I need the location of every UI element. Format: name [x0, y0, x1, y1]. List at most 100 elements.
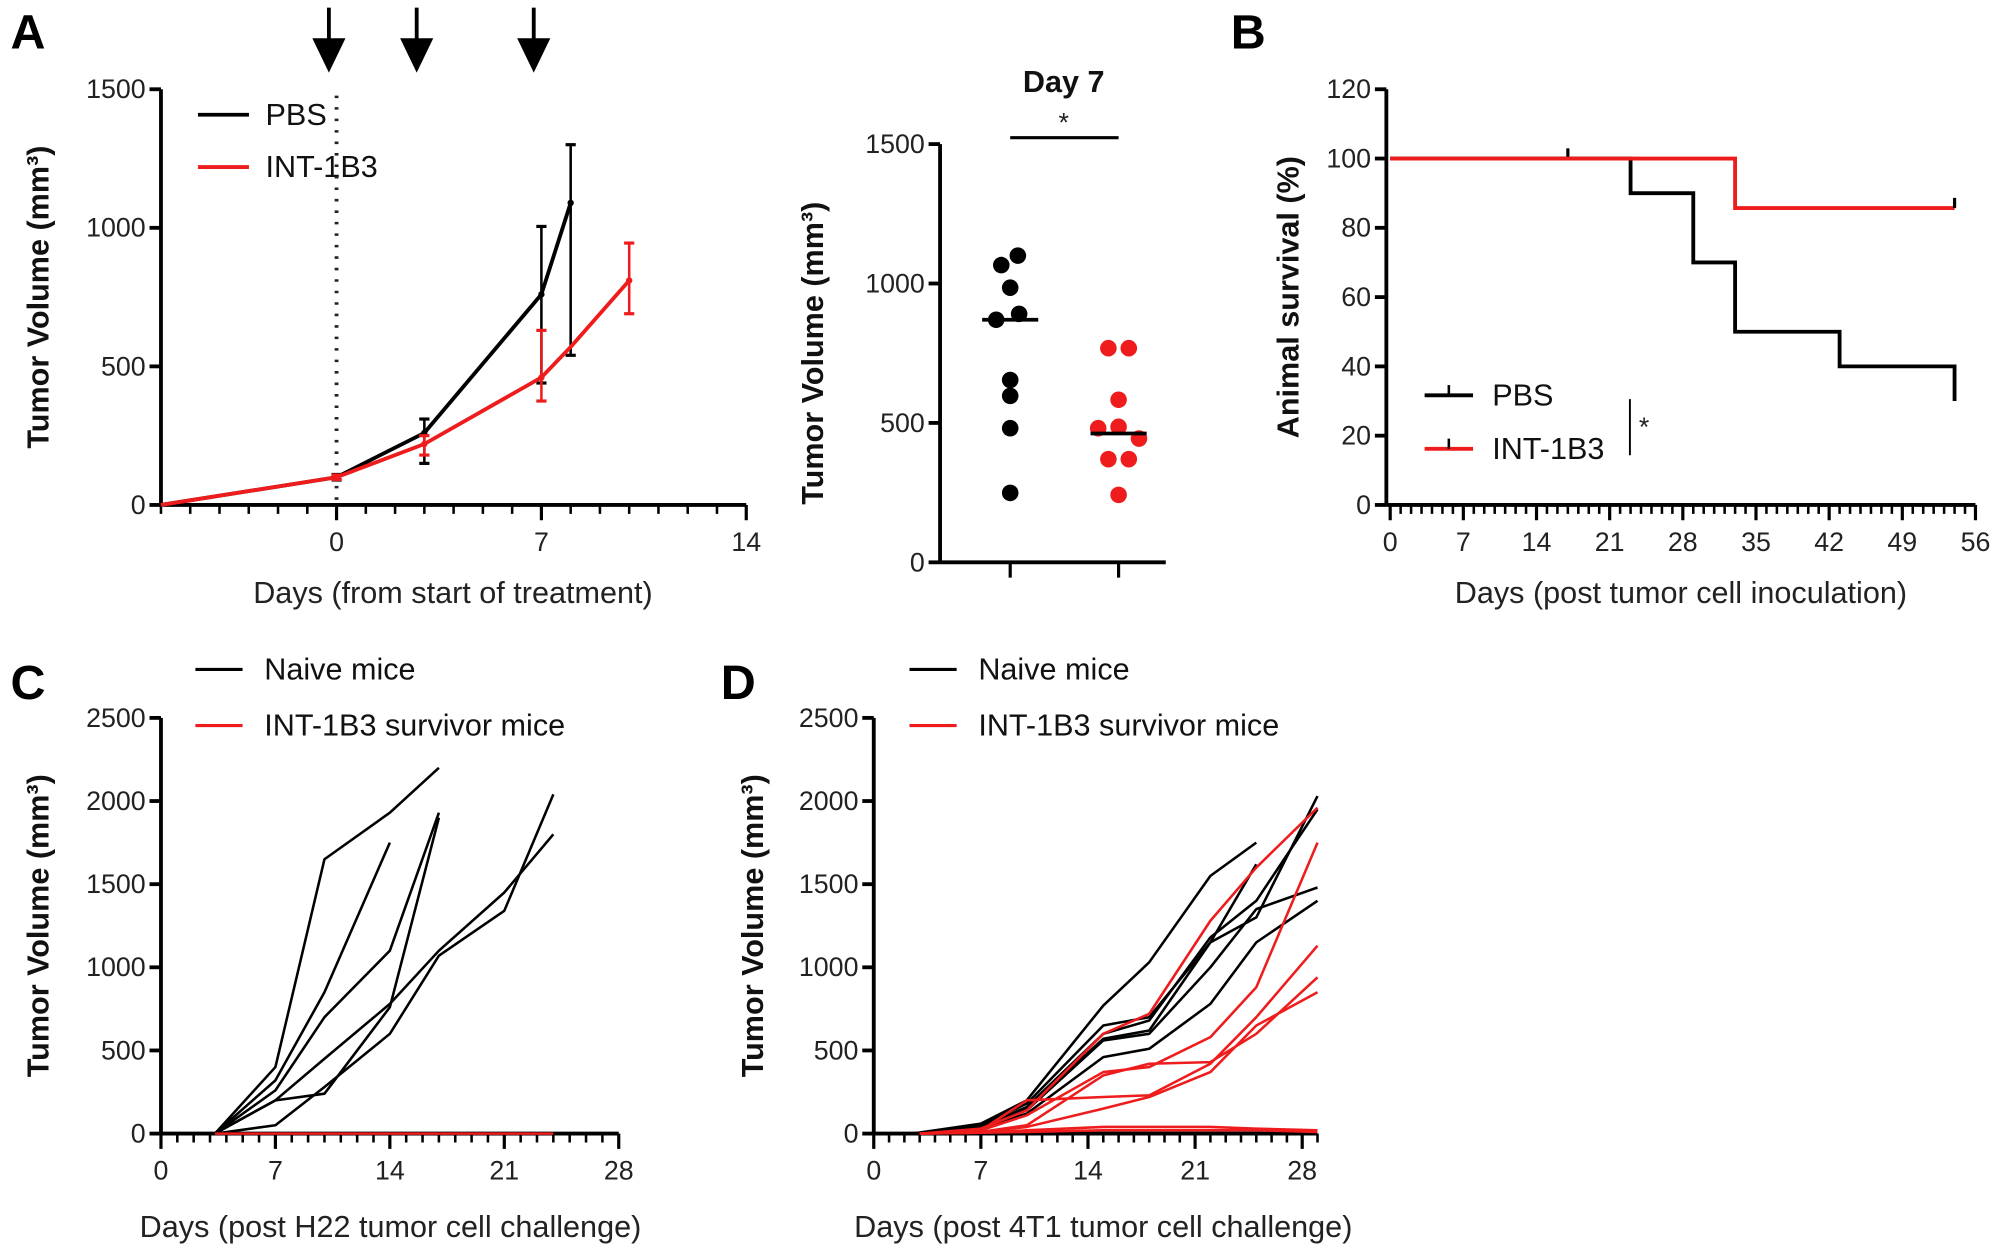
a-growth-x-tick-label: 0 [329, 527, 344, 557]
a-growth-point-int1b3 [333, 474, 340, 481]
b-y-tick-label: 80 [1341, 213, 1371, 243]
d-x-tick-label: 7 [973, 1155, 988, 1185]
c-growth-line-naive [213, 766, 440, 1135]
c-legend-survivor-label: INT-1B3 survivor mice [264, 709, 565, 743]
d-x-tick-label: 28 [1287, 1155, 1317, 1185]
d-x-tick-label: 21 [1180, 1155, 1210, 1185]
b-y-tick-label: 40 [1341, 351, 1371, 381]
panel-label-d: D [721, 656, 756, 710]
a-growth-y-tick-label: 500 [101, 351, 146, 381]
b-y-tick-label: 0 [1356, 490, 1371, 520]
b-y-tick-label: 20 [1341, 421, 1371, 451]
d-y-tick-label: 1000 [799, 952, 859, 982]
b-x-tick-label: 7 [1456, 527, 1471, 557]
d-growth-line-naive [911, 795, 1319, 1135]
a-day7-y-tick-label: 1500 [865, 129, 925, 159]
a-day7-dot-int1b3 [1100, 450, 1117, 468]
b-legend-pbs-label: PBS [1492, 378, 1553, 412]
a-day7-dot-int1b3 [1110, 486, 1127, 504]
b-significance: * [1639, 412, 1649, 442]
d-y-tick-label: 500 [814, 1035, 859, 1065]
a-legend-pbs-label: PBS [266, 98, 327, 132]
panel-label-c: C [11, 656, 46, 710]
d-y-tick-label: 2000 [799, 786, 859, 816]
d-growth-line-survivor [919, 944, 1319, 1135]
b-x-tick-label: 56 [1961, 527, 1991, 557]
a-growth-y-tick-label: 1000 [86, 213, 146, 243]
d-y-tick-label: 2500 [799, 703, 859, 733]
a-day7-dot-pbs [1009, 247, 1027, 264]
d-growth-line-survivor [919, 1128, 1318, 1135]
c-y-tick-label: 2000 [86, 786, 146, 816]
d-y-tick-label: 0 [844, 1119, 859, 1149]
b-legend-int1b3-label: INT-1B3 [1492, 432, 1604, 466]
c-x-tick-label: 7 [268, 1155, 283, 1185]
a-growth-x-tick-label: 7 [534, 527, 549, 557]
a-growth-xlabel: Days (from start of treatment) [253, 576, 653, 610]
a-growth-y-tick-label: 1500 [86, 74, 146, 104]
c-x-tick-label: 14 [375, 1155, 405, 1185]
c-x-tick-label: 28 [604, 1155, 634, 1185]
a-day7-dot-int1b3 [1110, 418, 1127, 436]
a-day7-dot-pbs [1001, 371, 1019, 389]
a-day7-dot-pbs [1001, 279, 1019, 296]
b-x-tick-label: 28 [1668, 527, 1698, 557]
a-growth-line-int1b3 [160, 279, 631, 507]
b-x-tick-label: 35 [1741, 527, 1771, 557]
d-growth-line-naive [911, 808, 1319, 1135]
a-growth-point-pbs [538, 291, 545, 298]
a-growth-point-pbs [567, 199, 574, 207]
c-growth-line-naive [214, 833, 555, 1135]
a-day7-y-tick-label: 1000 [865, 268, 925, 298]
b-x-tick-label: 0 [1383, 527, 1398, 557]
d-growth-line-survivor [919, 806, 1319, 1135]
c-x-tick-label: 0 [154, 1155, 169, 1185]
treatment-arrow-head-icon [400, 38, 434, 73]
d-y-tick-label: 1500 [799, 869, 859, 899]
c-y-tick-label: 0 [131, 1119, 146, 1149]
b-survival-curve-pbs [1390, 156, 1957, 402]
panel-label-b: B [1231, 5, 1266, 59]
a-day7-dot-int1b3 [1100, 339, 1117, 357]
d-x-tick-label: 0 [866, 1155, 881, 1185]
d-growth-line-naive [911, 863, 1258, 1135]
b-y-tick-label: 100 [1326, 143, 1371, 173]
b-x-tick-label: 21 [1595, 527, 1625, 557]
a-day7-dot-int1b3 [1120, 339, 1138, 357]
d-x-tick-label: 14 [1073, 1155, 1103, 1185]
a-day7-dot-pbs [1001, 419, 1019, 437]
d-legend-naive-label: Naive mice [978, 653, 1129, 687]
c-y-tick-label: 1500 [86, 869, 146, 899]
a-day7-dot-pbs [992, 256, 1010, 274]
d-growth-line-survivor [919, 842, 1319, 1135]
d-xlabel: Days (post 4T1 tumor cell challenge) [854, 1210, 1352, 1244]
b-x-tick-label: 14 [1522, 527, 1552, 557]
b-xlabel: Days (post tumor cell inoculation) [1455, 576, 1907, 610]
b-y-tick-label: 60 [1341, 282, 1371, 312]
treatment-arrow-head-icon [517, 38, 551, 73]
c-y-tick-label: 500 [101, 1035, 146, 1065]
b-ylabel: Animal survival (%) [1271, 156, 1305, 438]
a-day7-title: Day 7 [1023, 65, 1105, 99]
d-legend-survivor-label: INT-1B3 survivor mice [978, 709, 1279, 743]
c-xlabel: Days (post H22 tumor cell challenge) [140, 1210, 642, 1244]
panel-label-a: A [11, 5, 46, 59]
b-survival-curve-int1b3 [1390, 156, 1955, 210]
c-legend-naive-label: Naive mice [264, 653, 415, 687]
a-legend-int1b3-label: INT-1B3 [266, 150, 378, 184]
b-y-tick-label: 120 [1326, 74, 1371, 104]
a-day7-y-tick-label: 500 [880, 408, 925, 438]
a-growth-line-pbs [160, 202, 573, 507]
a-day7-ylabel: Tumor Volume (mm³) [796, 202, 830, 505]
a-growth-point-int1b3 [626, 277, 633, 284]
b-x-tick-label: 42 [1814, 527, 1844, 557]
c-growth-line-naive [214, 812, 441, 1135]
a-growth-point-int1b3 [538, 374, 545, 381]
a-growth-x-tick-label: 14 [731, 527, 761, 557]
b-x-tick-label: 49 [1887, 527, 1917, 557]
a-day7-dot-pbs [1001, 484, 1019, 502]
d-growth-line-naive [911, 841, 1258, 1135]
c-ylabel: Tumor Volume (mm³) [22, 774, 56, 1077]
c-x-tick-label: 21 [489, 1155, 519, 1185]
